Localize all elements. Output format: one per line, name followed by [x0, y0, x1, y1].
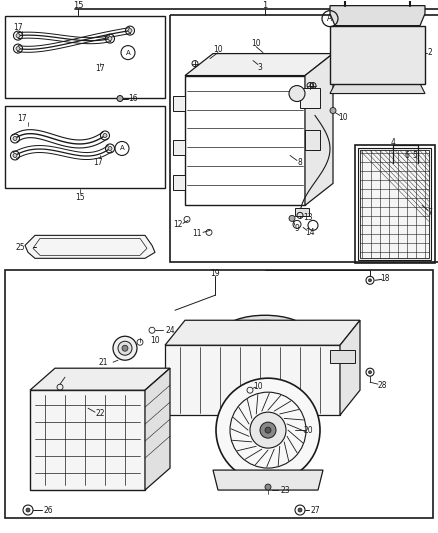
- Text: 19: 19: [210, 269, 220, 278]
- Circle shape: [330, 108, 336, 114]
- Text: 13: 13: [303, 213, 313, 222]
- Bar: [360, 150, 429, 259]
- Text: 4: 4: [391, 138, 396, 147]
- Text: 2: 2: [427, 48, 432, 57]
- Circle shape: [265, 427, 271, 433]
- Polygon shape: [25, 236, 155, 259]
- Text: 22: 22: [95, 409, 105, 418]
- Circle shape: [368, 370, 371, 374]
- Ellipse shape: [233, 320, 297, 340]
- Text: 17: 17: [93, 158, 103, 167]
- Circle shape: [103, 133, 107, 138]
- Text: 15: 15: [73, 1, 83, 10]
- Text: 17: 17: [13, 23, 23, 32]
- Circle shape: [289, 85, 305, 101]
- Text: 17: 17: [17, 114, 27, 123]
- Bar: [330, 26, 425, 84]
- Circle shape: [260, 422, 276, 438]
- Circle shape: [113, 336, 137, 360]
- Polygon shape: [173, 95, 185, 110]
- Text: 10: 10: [251, 39, 261, 48]
- Bar: [170, 14, 438, 262]
- Circle shape: [16, 34, 20, 38]
- Bar: [300, 87, 320, 108]
- Text: A: A: [120, 146, 124, 151]
- Bar: [5, 15, 165, 98]
- Text: 10: 10: [213, 45, 223, 54]
- Text: 11: 11: [192, 229, 202, 238]
- Text: 28: 28: [377, 381, 387, 390]
- Circle shape: [16, 46, 20, 51]
- Text: 27: 27: [310, 505, 320, 514]
- Circle shape: [298, 508, 302, 512]
- Circle shape: [26, 508, 30, 512]
- Bar: [185, 76, 305, 205]
- Text: 14: 14: [305, 228, 315, 237]
- Polygon shape: [305, 131, 320, 150]
- Text: 8: 8: [298, 158, 302, 167]
- Circle shape: [108, 147, 112, 150]
- Circle shape: [117, 95, 123, 101]
- Polygon shape: [30, 390, 145, 490]
- Circle shape: [108, 37, 112, 41]
- Bar: [5, 270, 433, 518]
- Polygon shape: [173, 141, 185, 156]
- Text: 9: 9: [295, 224, 300, 233]
- Circle shape: [118, 341, 132, 355]
- Circle shape: [265, 484, 271, 490]
- Circle shape: [128, 29, 132, 33]
- Polygon shape: [165, 320, 360, 345]
- Text: 10: 10: [338, 113, 348, 122]
- Text: 7: 7: [427, 208, 432, 217]
- Polygon shape: [340, 320, 360, 415]
- Text: 21: 21: [99, 358, 108, 367]
- Text: 10: 10: [150, 336, 160, 345]
- Text: 20: 20: [303, 426, 313, 434]
- Polygon shape: [165, 345, 340, 415]
- Circle shape: [122, 345, 128, 351]
- Text: 25: 25: [15, 243, 25, 252]
- Polygon shape: [173, 175, 185, 190]
- Text: 17: 17: [95, 64, 105, 73]
- Circle shape: [368, 279, 371, 282]
- Text: 12: 12: [173, 220, 183, 229]
- Text: 1: 1: [262, 1, 268, 10]
- Bar: [355, 146, 435, 263]
- Text: 23: 23: [280, 486, 290, 495]
- Bar: [295, 208, 309, 216]
- Polygon shape: [185, 54, 333, 76]
- Text: 18: 18: [380, 274, 390, 283]
- Circle shape: [13, 136, 17, 141]
- Text: 24: 24: [165, 326, 175, 335]
- Polygon shape: [213, 470, 323, 490]
- Ellipse shape: [225, 315, 305, 345]
- Polygon shape: [330, 6, 425, 26]
- Bar: [5, 106, 165, 189]
- Text: A: A: [327, 14, 332, 23]
- Text: A: A: [126, 50, 131, 55]
- Circle shape: [289, 215, 295, 221]
- Text: 5: 5: [413, 151, 417, 160]
- Text: 16: 16: [128, 94, 138, 103]
- Circle shape: [13, 154, 17, 157]
- Polygon shape: [330, 84, 425, 93]
- Text: 6: 6: [405, 151, 410, 160]
- Text: 3: 3: [258, 63, 262, 72]
- Text: 26: 26: [43, 505, 53, 514]
- Circle shape: [250, 412, 286, 448]
- Polygon shape: [30, 368, 170, 390]
- Circle shape: [216, 378, 320, 482]
- Polygon shape: [330, 350, 355, 363]
- Text: 10: 10: [253, 382, 263, 391]
- Polygon shape: [305, 54, 333, 205]
- Polygon shape: [145, 368, 170, 490]
- Bar: [358, 149, 431, 260]
- Text: 15: 15: [75, 193, 85, 202]
